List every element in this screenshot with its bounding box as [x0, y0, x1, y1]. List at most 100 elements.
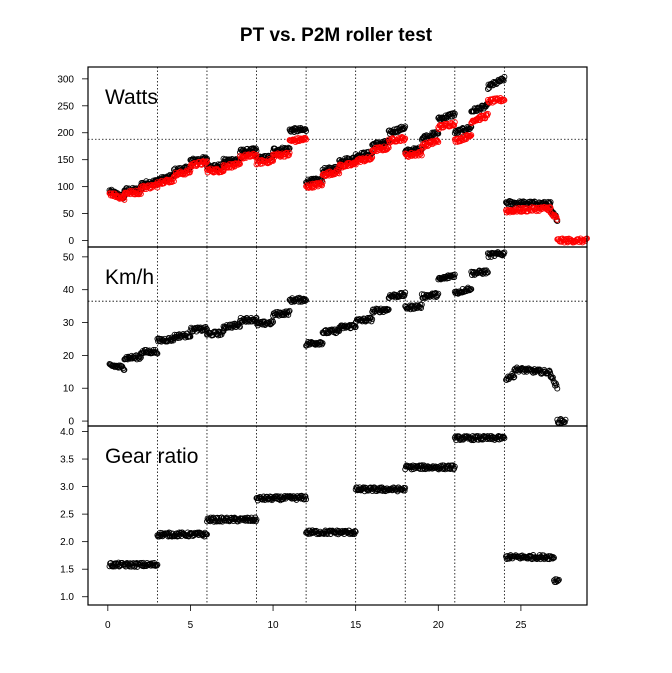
- data-point: [136, 355, 143, 362]
- y-tick-label: 40: [63, 285, 75, 296]
- data-point: [554, 578, 561, 585]
- data-point: [450, 466, 457, 473]
- data-point: [555, 577, 562, 584]
- data-point: [562, 416, 569, 423]
- data-point: [501, 73, 508, 80]
- y-tick-label: 3.5: [60, 455, 74, 466]
- data-point: [187, 333, 194, 340]
- data-point: [187, 167, 194, 174]
- data-point: [302, 493, 309, 500]
- x-tick-label: 15: [350, 620, 362, 631]
- data-point: [369, 316, 376, 323]
- data-point: [303, 297, 310, 304]
- data-point: [400, 126, 407, 133]
- data-point: [468, 132, 475, 139]
- data-point: [402, 123, 409, 130]
- data-point: [303, 496, 310, 503]
- data-point: [549, 374, 556, 381]
- data-point: [369, 154, 376, 161]
- data-point: [484, 269, 491, 276]
- data-point: [270, 319, 277, 325]
- data-point: [204, 531, 210, 538]
- data-point: [401, 136, 408, 143]
- data-point: [268, 320, 275, 327]
- data-point: [402, 135, 409, 142]
- data-point: [204, 158, 210, 165]
- data-point: [401, 291, 408, 298]
- data-point: [401, 487, 408, 494]
- data-point: [319, 182, 325, 189]
- data-point: [154, 561, 161, 568]
- data-point: [500, 77, 507, 84]
- y-tick-label: 50: [63, 209, 75, 220]
- data-point: [550, 554, 557, 561]
- data-point: [286, 149, 293, 156]
- data-point: [285, 308, 292, 315]
- panel-label: Watts: [105, 86, 158, 109]
- data-point: [402, 289, 409, 296]
- data-point: [418, 152, 425, 159]
- data-point: [336, 170, 343, 177]
- y-tick-label: 250: [57, 101, 74, 112]
- series-black: [106, 433, 562, 586]
- data-point: [549, 375, 556, 382]
- chart-title: PT vs. P2M roller test: [240, 25, 433, 46]
- data-point: [270, 157, 277, 164]
- data-point: [286, 307, 293, 314]
- data-point: [501, 249, 508, 256]
- panel-0: 0 50 100 150 200 250 300 Watts: [57, 66, 590, 248]
- y-tick-label: 100: [57, 182, 74, 193]
- data-point: [352, 528, 358, 534]
- y-tick-label: 1.0: [60, 592, 74, 603]
- data-point: [406, 302, 413, 309]
- data-point: [511, 374, 518, 380]
- data-point: [501, 97, 508, 104]
- data-point: [414, 305, 421, 312]
- data-point: [299, 493, 306, 500]
- y-tick-label: 0: [68, 236, 74, 247]
- data-point: [501, 435, 508, 442]
- data-point: [561, 419, 568, 426]
- y-tick-label: 30: [63, 318, 75, 329]
- series-red: [106, 94, 590, 246]
- data-point: [554, 385, 561, 392]
- data-point: [153, 562, 160, 569]
- data-point: [552, 213, 559, 220]
- x-tick-label: 20: [433, 620, 445, 631]
- data-point: [253, 151, 260, 158]
- data-point: [385, 307, 392, 313]
- data-point: [137, 353, 144, 360]
- data-point: [451, 110, 458, 117]
- data-point: [467, 132, 474, 139]
- panel-2: 1.0 1.5 2.0 2.5 3.0 3.5 4.0 Gear ratio: [60, 425, 588, 606]
- data-point: [286, 145, 293, 152]
- data-point: [303, 136, 310, 143]
- y-tick-label: 0: [68, 417, 74, 428]
- data-point: [137, 354, 144, 361]
- data-point: [253, 516, 260, 523]
- data-point: [547, 204, 553, 211]
- series-black: [106, 249, 569, 427]
- data-point: [319, 340, 326, 347]
- y-tick-label: 50: [63, 252, 75, 263]
- data-point: [121, 196, 128, 203]
- data-point: [348, 529, 355, 536]
- data-point: [435, 139, 442, 146]
- data-point: [451, 271, 458, 278]
- data-point: [303, 128, 310, 134]
- data-point: [435, 290, 442, 297]
- data-point: [467, 287, 473, 294]
- x-tick-label: 0: [105, 620, 111, 631]
- y-tick-label: 20: [63, 351, 75, 362]
- y-tick-label: 2.5: [60, 510, 74, 521]
- chart-panels: 0 50 100 150 200 250 300 Watts 0 10 20 30 40 50 Km/h 1.…: [57, 66, 590, 606]
- panel-1: 0 10 20 30 40 50 Km/h: [63, 246, 588, 428]
- x-axis: 0 5 10 15 20 25: [105, 605, 527, 631]
- y-tick-label: 300: [57, 74, 74, 85]
- data-point: [370, 309, 377, 316]
- y-tick-label: 4.0: [60, 427, 74, 438]
- data-point: [384, 145, 391, 152]
- y-tick-label: 10: [63, 384, 75, 395]
- panel-border: [87, 66, 588, 248]
